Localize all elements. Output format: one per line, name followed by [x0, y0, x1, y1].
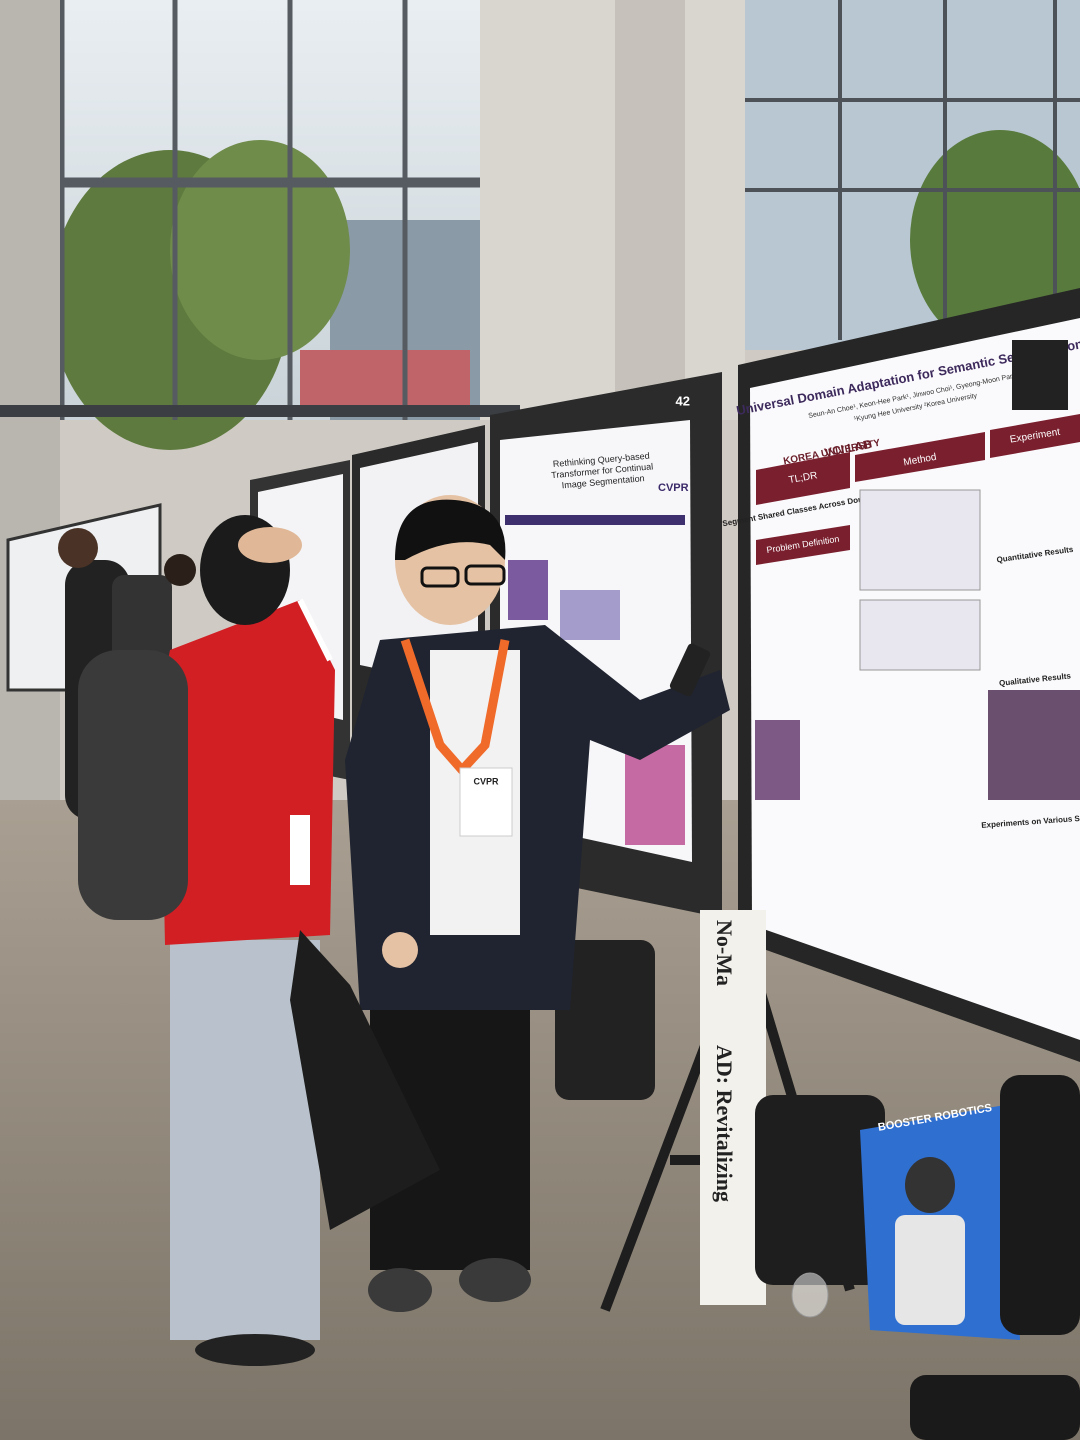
backpack — [555, 940, 655, 1100]
poster — [750, 318, 1080, 1040]
hand — [238, 527, 302, 563]
glasses — [464, 564, 506, 586]
badge — [459, 767, 513, 837]
bag — [910, 1375, 1080, 1440]
qr-code — [1012, 340, 1068, 410]
backpack — [112, 575, 172, 665]
poster-title-box: Rethinking Query-based Transformer for C… — [551, 451, 654, 491]
poster-logo: CVPR — [658, 482, 689, 494]
poster-figure — [755, 720, 800, 800]
section-header — [990, 414, 1080, 458]
cup — [791, 1272, 829, 1318]
robot-print — [895, 1215, 965, 1325]
poster-figure — [625, 745, 685, 845]
person-head — [164, 554, 196, 586]
sandals — [195, 1334, 315, 1366]
phone — [669, 643, 711, 697]
robot-print — [905, 1157, 955, 1213]
window-frame — [59, 0, 480, 420]
backpack — [78, 650, 188, 920]
badge-text: CVPR — [473, 776, 499, 786]
building — [300, 350, 470, 410]
banner-text: No-Ma — [712, 920, 737, 986]
tree — [170, 140, 350, 360]
pillar — [480, 0, 745, 420]
beam — [0, 405, 520, 417]
person-hair — [395, 499, 506, 560]
backpack — [1000, 1075, 1080, 1335]
jacket-stripe — [297, 598, 333, 662]
poster-figure — [560, 590, 620, 640]
glasses — [420, 566, 460, 588]
poster-header-bar — [505, 515, 685, 525]
pillar — [615, 0, 685, 420]
person-head — [58, 528, 98, 568]
hand — [382, 932, 418, 968]
shoe — [368, 1268, 432, 1312]
section-title: TL;DR — [788, 470, 818, 486]
section-header — [855, 432, 985, 482]
section-header — [756, 525, 850, 565]
shopping-bag — [290, 930, 440, 1230]
poster-diagram — [859, 489, 981, 591]
poster-number: 42 — [676, 393, 690, 408]
banner-text: AD: Revitalizing — [712, 1045, 737, 1202]
poster-diagram — [859, 599, 981, 671]
poster-figure — [508, 560, 548, 620]
backpack — [755, 1095, 885, 1285]
section-header — [756, 452, 850, 505]
tree — [910, 130, 1080, 350]
shoe — [459, 1258, 531, 1302]
badge — [290, 815, 310, 885]
window-frame — [745, 0, 1080, 340]
poster-figure — [988, 690, 1080, 800]
